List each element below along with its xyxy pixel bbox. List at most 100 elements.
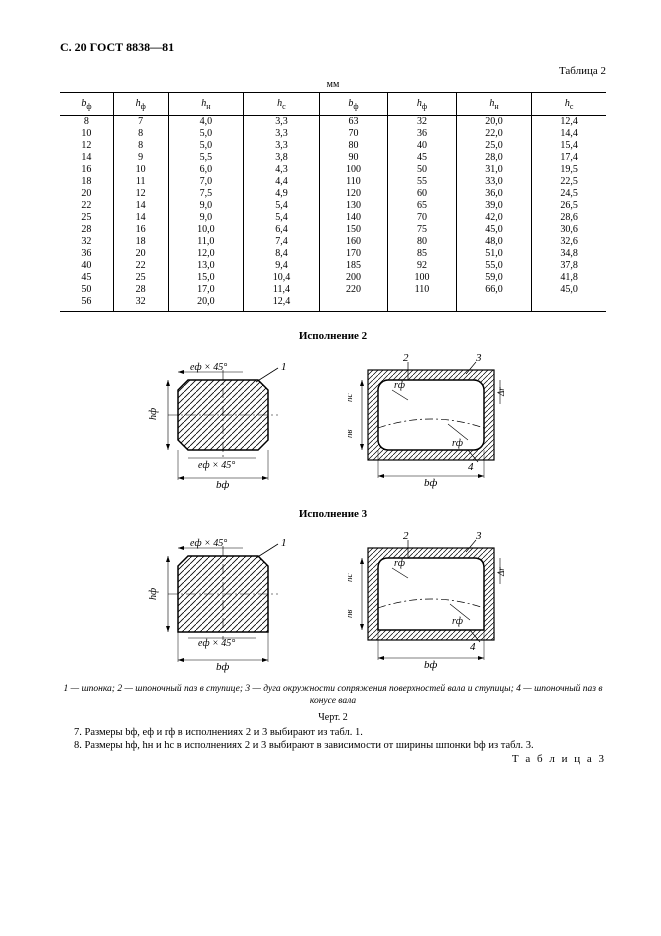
fig3-left: 1 eф × 45° eф × 45° hф bф <box>148 528 308 678</box>
table-cell: 16 <box>113 224 168 236</box>
table-cell: 15,4 <box>532 140 606 152</box>
table-cell: 14 <box>60 152 113 164</box>
table-row: 452515,010,420010059,041,8 <box>60 272 606 284</box>
svg-text:1: 1 <box>281 537 287 549</box>
table-cell: 18 <box>60 176 113 188</box>
table-cell: 42,0 <box>456 212 532 224</box>
table-cell: 6,4 <box>244 224 320 236</box>
table-cell: 12,0 <box>168 248 244 260</box>
note-8: 8. Размеры hф, hн и hс в исполнениях 2 и… <box>60 740 606 751</box>
table2: bфhфhнhсbфhфhнhс 874,03,3633220,012,4108… <box>60 92 606 312</box>
table-cell: 17,4 <box>532 152 606 164</box>
table-cell: 110 <box>319 176 387 188</box>
table-cell <box>456 296 532 312</box>
table-cell: 32 <box>60 236 113 248</box>
table-cell: 100 <box>388 272 456 284</box>
table-row: 563220,012,4 <box>60 296 606 312</box>
col-header: hн <box>168 93 244 116</box>
table-cell: 51,0 <box>456 248 532 260</box>
table-cell: 90 <box>319 152 387 164</box>
table-row: 1285,03,3804025,015,4 <box>60 140 606 152</box>
table-cell: 22 <box>113 260 168 272</box>
table-cell: 45,0 <box>456 224 532 236</box>
table-cell: 3,8 <box>244 152 320 164</box>
table-row: 25149,05,41407042,028,6 <box>60 212 606 224</box>
table-cell: 140 <box>319 212 387 224</box>
table-cell: 50 <box>388 164 456 176</box>
svg-text:eф × 45°: eф × 45° <box>198 638 235 649</box>
table-cell: 7,0 <box>168 176 244 188</box>
table-cell <box>532 296 606 312</box>
svg-text:eф × 45°: eф × 45° <box>190 362 227 373</box>
svg-text:hс: hс <box>348 574 354 583</box>
figure-number: Черт. 2 <box>60 712 606 723</box>
svg-text:2: 2 <box>403 530 409 542</box>
table-cell: 10 <box>60 128 113 140</box>
table-cell: 26,5 <box>532 200 606 212</box>
table-cell: 5,5 <box>168 152 244 164</box>
table-cell: 7,4 <box>244 236 320 248</box>
svg-text:rф: rф <box>452 616 463 627</box>
svg-text:Δr: Δr <box>496 387 506 397</box>
table-cell: 8 <box>113 140 168 152</box>
table-cell: 32,6 <box>532 236 606 248</box>
table-row: 402213,09,41859255,037,8 <box>60 260 606 272</box>
table2-label: Таблица 2 <box>60 65 606 77</box>
table-row: 1085,03,3703622,014,4 <box>60 128 606 140</box>
table-cell: 12 <box>113 188 168 200</box>
table-cell: 16 <box>60 164 113 176</box>
table-row: 321811,07,41608048,032,6 <box>60 236 606 248</box>
table-cell: 9,0 <box>168 200 244 212</box>
col-header: hс <box>532 93 606 116</box>
table-cell: 36,0 <box>456 188 532 200</box>
table-cell <box>388 296 456 312</box>
table-cell: 5,0 <box>168 140 244 152</box>
col-header: hс <box>244 93 320 116</box>
col-header: hф <box>113 93 168 116</box>
table-cell: 33,0 <box>456 176 532 188</box>
table-cell: 36 <box>388 128 456 140</box>
table-cell: 8,4 <box>244 248 320 260</box>
table-cell: 28,6 <box>532 212 606 224</box>
table-row: 18117,04,41105533,022,5 <box>60 176 606 188</box>
svg-text:hв: hв <box>348 430 354 439</box>
table-cell: 66,0 <box>456 284 532 296</box>
table-cell: 56 <box>60 296 113 312</box>
table-cell: 22,5 <box>532 176 606 188</box>
table-cell: 85 <box>388 248 456 260</box>
table-cell: 8 <box>60 116 113 129</box>
table-cell: 63 <box>319 116 387 129</box>
table-cell: 20,0 <box>456 116 532 129</box>
table-cell: 12 <box>60 140 113 152</box>
section3-title: Исполнение 3 <box>60 508 606 520</box>
col-header: bф <box>319 93 387 116</box>
svg-text:Δr: Δr <box>496 567 506 577</box>
table-cell: 11 <box>113 176 168 188</box>
table-cell: 40 <box>60 260 113 272</box>
table-cell: 45 <box>388 152 456 164</box>
table-row: 281610,06,41507545,030,6 <box>60 224 606 236</box>
figure-legend: 1 — шпонка; 2 — шпоночный паз в ступице;… <box>60 684 606 708</box>
svg-text:bф: bф <box>424 477 438 489</box>
table-cell: 60 <box>388 188 456 200</box>
note-7: 7. Размеры bф, eф и rф в исполнениях 2 и… <box>60 727 606 738</box>
table-cell: 80 <box>388 236 456 248</box>
svg-text:bф: bф <box>424 659 438 671</box>
section2-title: Исполнение 2 <box>60 330 606 342</box>
svg-text:4: 4 <box>470 641 476 653</box>
table-cell: 6,0 <box>168 164 244 176</box>
table-cell: 28,0 <box>456 152 532 164</box>
table-cell: 48,0 <box>456 236 532 248</box>
svg-text:rф: rф <box>394 380 405 391</box>
table-cell: 31,0 <box>456 164 532 176</box>
svg-text:2: 2 <box>403 352 409 364</box>
table-cell: 150 <box>319 224 387 236</box>
table-cell: 10,4 <box>244 272 320 284</box>
table-row: 16106,04,31005031,019,5 <box>60 164 606 176</box>
table-cell: 24,5 <box>532 188 606 200</box>
svg-text:hв: hв <box>348 610 354 619</box>
table-cell: 34,8 <box>532 248 606 260</box>
table-cell: 7,5 <box>168 188 244 200</box>
table-cell: 32 <box>388 116 456 129</box>
table-cell: 41,8 <box>532 272 606 284</box>
